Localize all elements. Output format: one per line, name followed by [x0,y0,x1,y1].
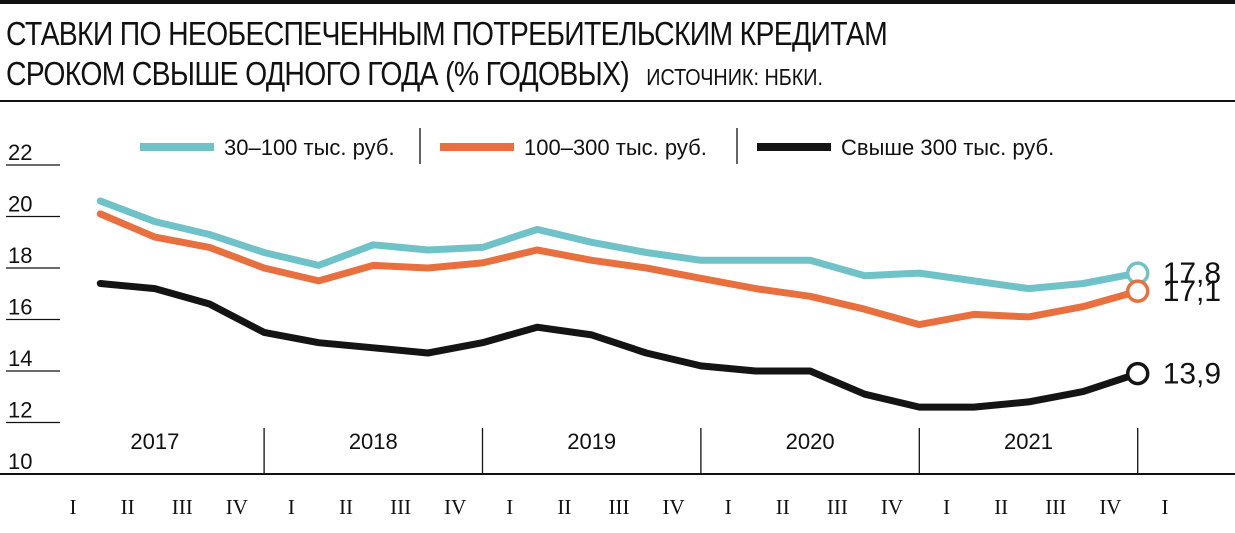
quarter-label: I [288,495,295,519]
series-line [96,280,1142,411]
legend: 30–100 тыс. руб. 100–300 тыс. руб. Свыше 3… [140,128,1054,164]
quarter-label: I [725,495,732,519]
x-axis: I II III IV I II III IV I II III IV I II III IV I II III IV… [0,473,1235,519]
end-value-label: 13,9 [1163,358,1221,391]
quarter-label: III [172,495,193,519]
quarter-label: I [70,495,77,519]
y-tick-label: 18 [8,243,32,268]
y-tick-labels: 22 20 18 16 14 12 10 [8,140,32,474]
y-tick-label: 22 [8,140,32,165]
quarter-label: III [1045,495,1066,519]
end-marker [1125,279,1150,303]
year-label: 2021 [1004,429,1053,454]
chart-title: СТАВКИ ПО НЕОБЕСПЕЧЕННЫМ ПОТРЕБИТЕЛЬСКИМ… [6,14,888,97]
title-line-2-text: СРОКОМ СВЫШЕ ОДНОГО ГОДА (% ГОДОВЫХ) [6,55,630,92]
quarter-label: I [943,495,950,519]
quarter-label: IV [881,495,903,519]
legend-label: Свыше 300 тыс. руб. [841,135,1054,160]
quarter-label: II [994,495,1008,519]
quarter-label: II [557,495,571,519]
y-tick-label: 20 [8,192,32,217]
quarter-label: II [121,495,135,519]
year-label: 2020 [786,429,835,454]
title-line-1: СТАВКИ ПО НЕОБЕСПЕЧЕННЫМ ПОТРЕБИТЕЛЬСКИМ… [6,15,888,52]
end-value-labels: 17,817,1 13,9 [1163,257,1221,390]
end-value-label: 17,1 [1163,275,1221,308]
y-tick-label: 16 [8,295,32,320]
legend-label: 30–100 тыс. руб. [224,135,395,160]
year-label: 2018 [349,429,398,454]
end-value-label: 17,8 [1163,257,1221,290]
end-marker [1125,361,1150,386]
year-labels: 2017 2018 2019 2020 2021 [130,428,1139,474]
y-tick-label: 10 [8,449,32,474]
quarter-label: II [776,495,790,519]
y-tick-label: 14 [8,346,32,371]
quarter-label: IV [444,495,466,519]
header-separator [0,100,1235,102]
quarter-label: IV [1099,495,1121,519]
quarter-label: I [1162,495,1169,519]
top-rule [0,0,1235,4]
series-lines [96,197,1150,411]
series-line [96,197,1142,293]
quarter-label: IV [226,495,248,519]
quarter-label: II [339,495,353,519]
quarter-label: III [390,495,411,519]
year-label: 2019 [567,429,616,454]
quarter-label: I [506,495,513,519]
source-note: ИСТОЧНИК: НБКИ. [646,64,823,90]
year-label: 2017 [130,429,179,454]
quarter-label: III [827,495,848,519]
y-tick-label: 12 [8,398,32,423]
quarter-label: IV [663,495,685,519]
series-line [96,210,1142,329]
legend-label: 100–300 тыс. руб. [524,135,707,160]
title-line-2: СРОКОМ СВЫШЕ ОДНОГО ГОДА (% ГОДОВЫХ) ИСТО… [6,54,887,97]
quarter-label: III [609,495,630,519]
